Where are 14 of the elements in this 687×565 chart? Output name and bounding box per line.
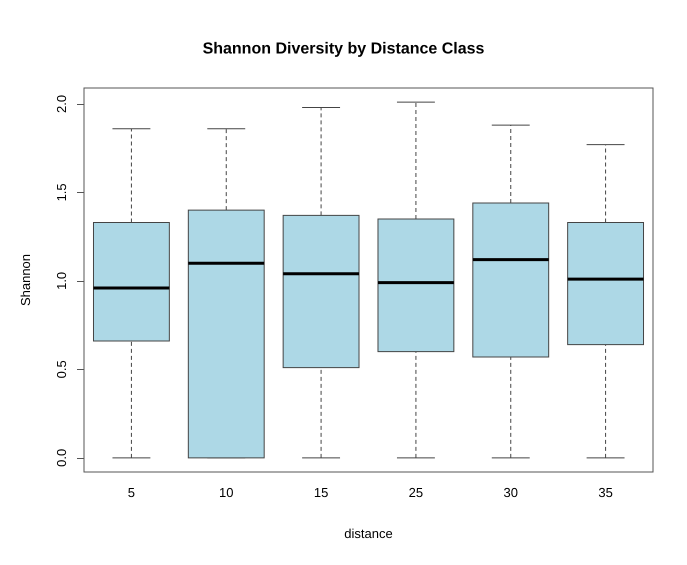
y-axis-title: Shannon: [18, 254, 33, 306]
y-tick-label: 2.0: [54, 94, 69, 113]
x-axis-title: distance: [344, 526, 393, 541]
x-tick-label: 35: [598, 485, 613, 500]
x-tick-label: 10: [219, 485, 234, 500]
y-tick-label: 0.0: [54, 448, 69, 467]
y-tick-label: 1.5: [54, 183, 69, 202]
x-tick-label: 25: [408, 485, 424, 500]
y-tick-label: 0.5: [54, 360, 69, 378]
x-tick-label: 30: [504, 485, 518, 500]
x-tick-label: 5: [128, 485, 136, 500]
y-tick-label: 1.0: [54, 272, 69, 290]
x-tick-label: 15: [314, 485, 328, 500]
chart-title: Shannon Diversity by Distance Class: [202, 40, 485, 58]
